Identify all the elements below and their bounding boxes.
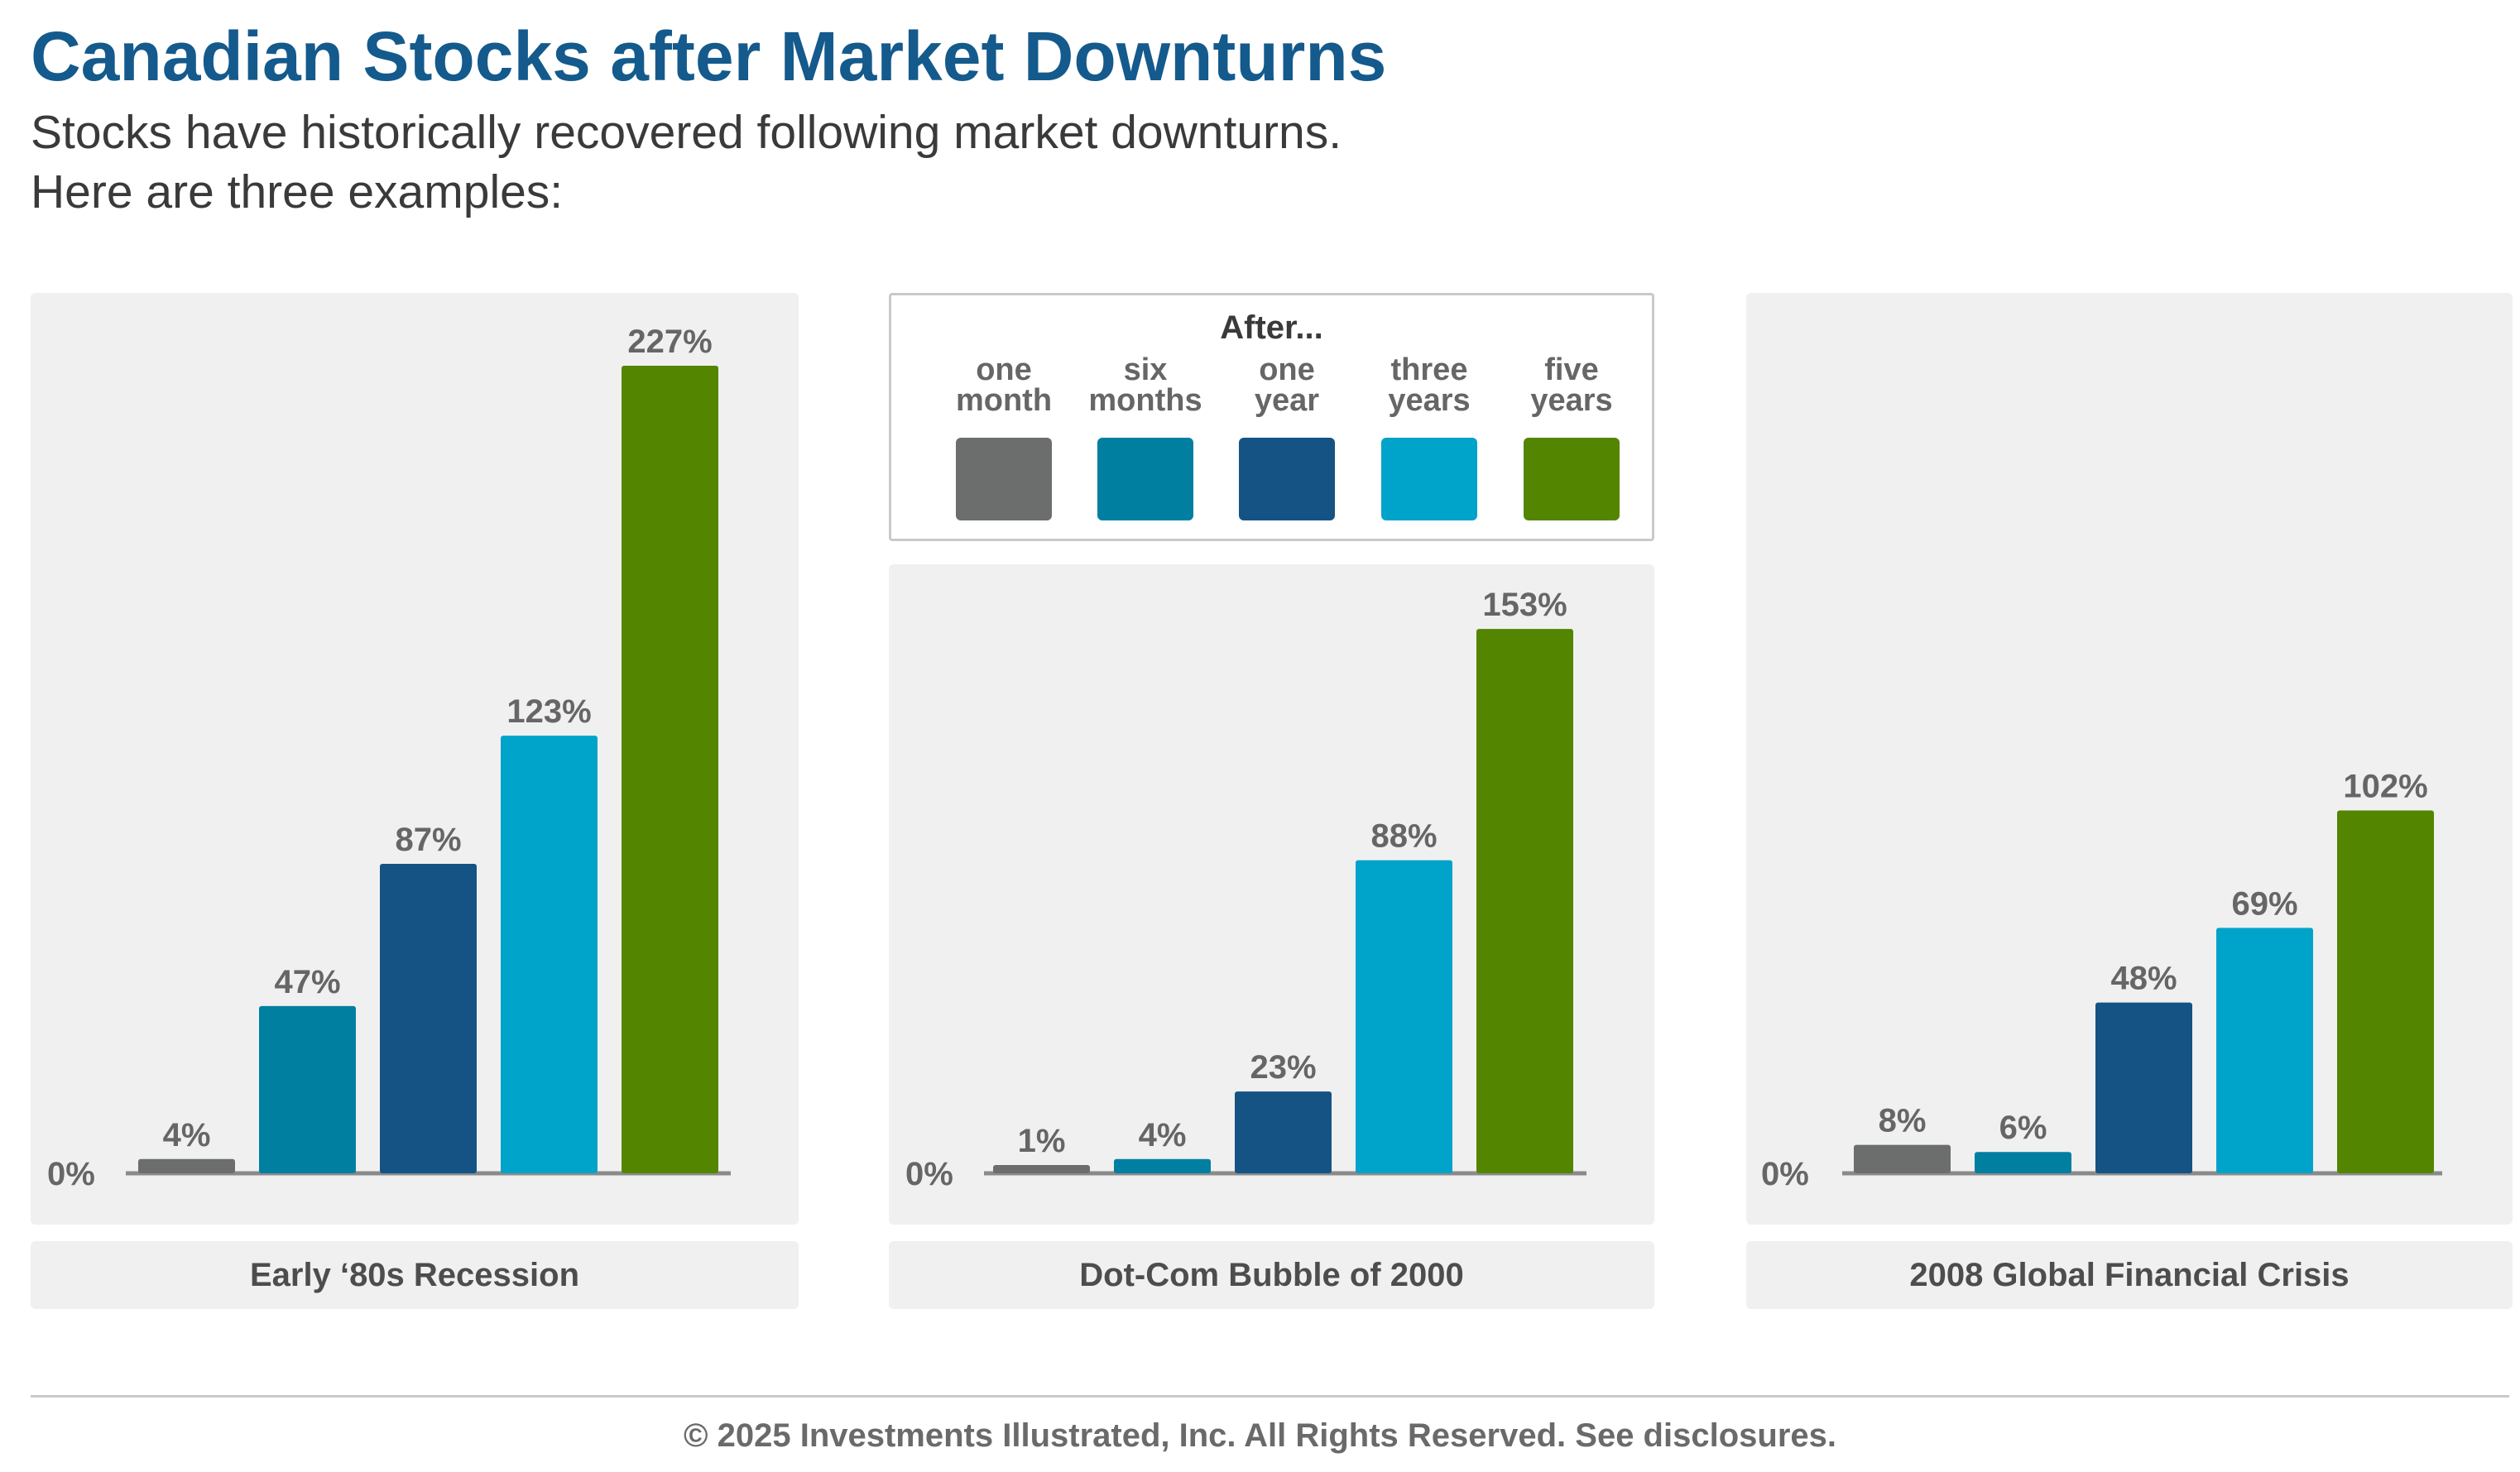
chart-caption-dot-com: Dot-Com Bubble of 2000: [889, 1241, 1654, 1309]
axis-zero-label: 0%: [47, 1156, 95, 1192]
legend-label: one month: [955, 352, 1053, 418]
bar-one-year: [1235, 1091, 1332, 1173]
legend-item-three-years: three years: [1363, 352, 1495, 520]
page-subtitle: Stocks have historically recovered follo…: [31, 103, 1686, 222]
axis-zero-label: 0%: [1761, 1156, 1809, 1192]
bar-three-years: [501, 736, 598, 1173]
bar-six-months: [1975, 1152, 2071, 1173]
chart-caption-early-80s: Early ‘80s Recession: [31, 1241, 799, 1309]
legend-item-one-year: one year: [1221, 352, 1353, 520]
bar-three-years: [2216, 928, 2313, 1173]
bar-six-months: [1114, 1158, 1211, 1173]
bar-six-months: [259, 1005, 356, 1173]
bar-value-label-five-years: 227%: [627, 324, 712, 360]
bar-value-label-six-months: 6%: [1999, 1110, 2047, 1146]
bar-value-label-one-month: 8%: [1879, 1103, 1927, 1139]
bar-one-month: [1854, 1144, 1951, 1173]
bar-value-label-five-years: 102%: [2343, 768, 2427, 804]
bar-value-label-one-month: 1%: [1018, 1123, 1066, 1159]
bar-chart-early-80s: 0% 4% 47% 87% 123% 227%: [47, 324, 731, 1192]
legend-label: five years: [1530, 352, 1613, 418]
legend-swatch: [1097, 438, 1193, 520]
axis-zero-label: 0%: [905, 1156, 953, 1192]
bar-value-label-three-years: 88%: [1370, 818, 1437, 855]
bar-one-year: [380, 863, 477, 1173]
bar-five-years: [2337, 810, 2434, 1173]
legend-label: three years: [1388, 352, 1471, 418]
bar-value-label-one-month: 4%: [163, 1117, 211, 1153]
bar-five-years: [622, 366, 718, 1173]
bar-one-month: [138, 1158, 235, 1173]
legend-swatch: [1381, 438, 1477, 520]
copyright-footer: © 2025 Investments Illustrated, Inc. All…: [684, 1417, 1836, 1454]
legend-swatch: [1524, 438, 1620, 520]
bar-chart-2008-crisis: 0% 8% 6% 48% 69% 102%: [1761, 768, 2442, 1192]
bar-three-years: [1356, 860, 1452, 1173]
legend-label: six months: [1088, 352, 1202, 418]
bar-value-label-six-months: 4%: [1139, 1117, 1187, 1153]
legend-label: one year: [1254, 352, 1320, 418]
subtitle-line-1: Stocks have historically recovered follo…: [31, 106, 1342, 159]
bar-value-label-one-year: 23%: [1250, 1049, 1316, 1086]
bar-value-label-three-years: 69%: [2231, 885, 2297, 922]
bar-value-label-one-year: 48%: [2110, 961, 2177, 997]
legend-item-one-month: one month: [938, 352, 1070, 520]
legend: After... one month six months one year t…: [889, 293, 1654, 541]
bar-value-label-three-years: 123%: [506, 693, 591, 730]
bar-five-years: [1476, 629, 1573, 1173]
legend-item-six-months: six months: [1079, 352, 1212, 520]
chart-caption-2008-crisis: 2008 Global Financial Crisis: [1746, 1241, 2513, 1309]
bar-one-month: [993, 1165, 1090, 1173]
bar-value-label-six-months: 47%: [274, 964, 340, 1000]
legend-heading: After...: [1220, 309, 1323, 346]
subtitle-line-2: Here are three examples:: [31, 165, 564, 218]
footer-divider: [31, 1395, 2509, 1398]
legend-swatch: [1239, 438, 1335, 520]
legend-swatch: [956, 438, 1052, 520]
legend-item-five-years: five years: [1505, 352, 1638, 520]
bar-value-label-one-year: 87%: [395, 822, 461, 858]
page-title: Canadian Stocks after Market Downturns: [31, 17, 1387, 95]
bar-one-year: [2095, 1002, 2192, 1173]
bar-chart-dot-com: 0% 1% 4% 23% 88% 153%: [905, 587, 1586, 1192]
bar-value-label-five-years: 153%: [1482, 587, 1567, 623]
